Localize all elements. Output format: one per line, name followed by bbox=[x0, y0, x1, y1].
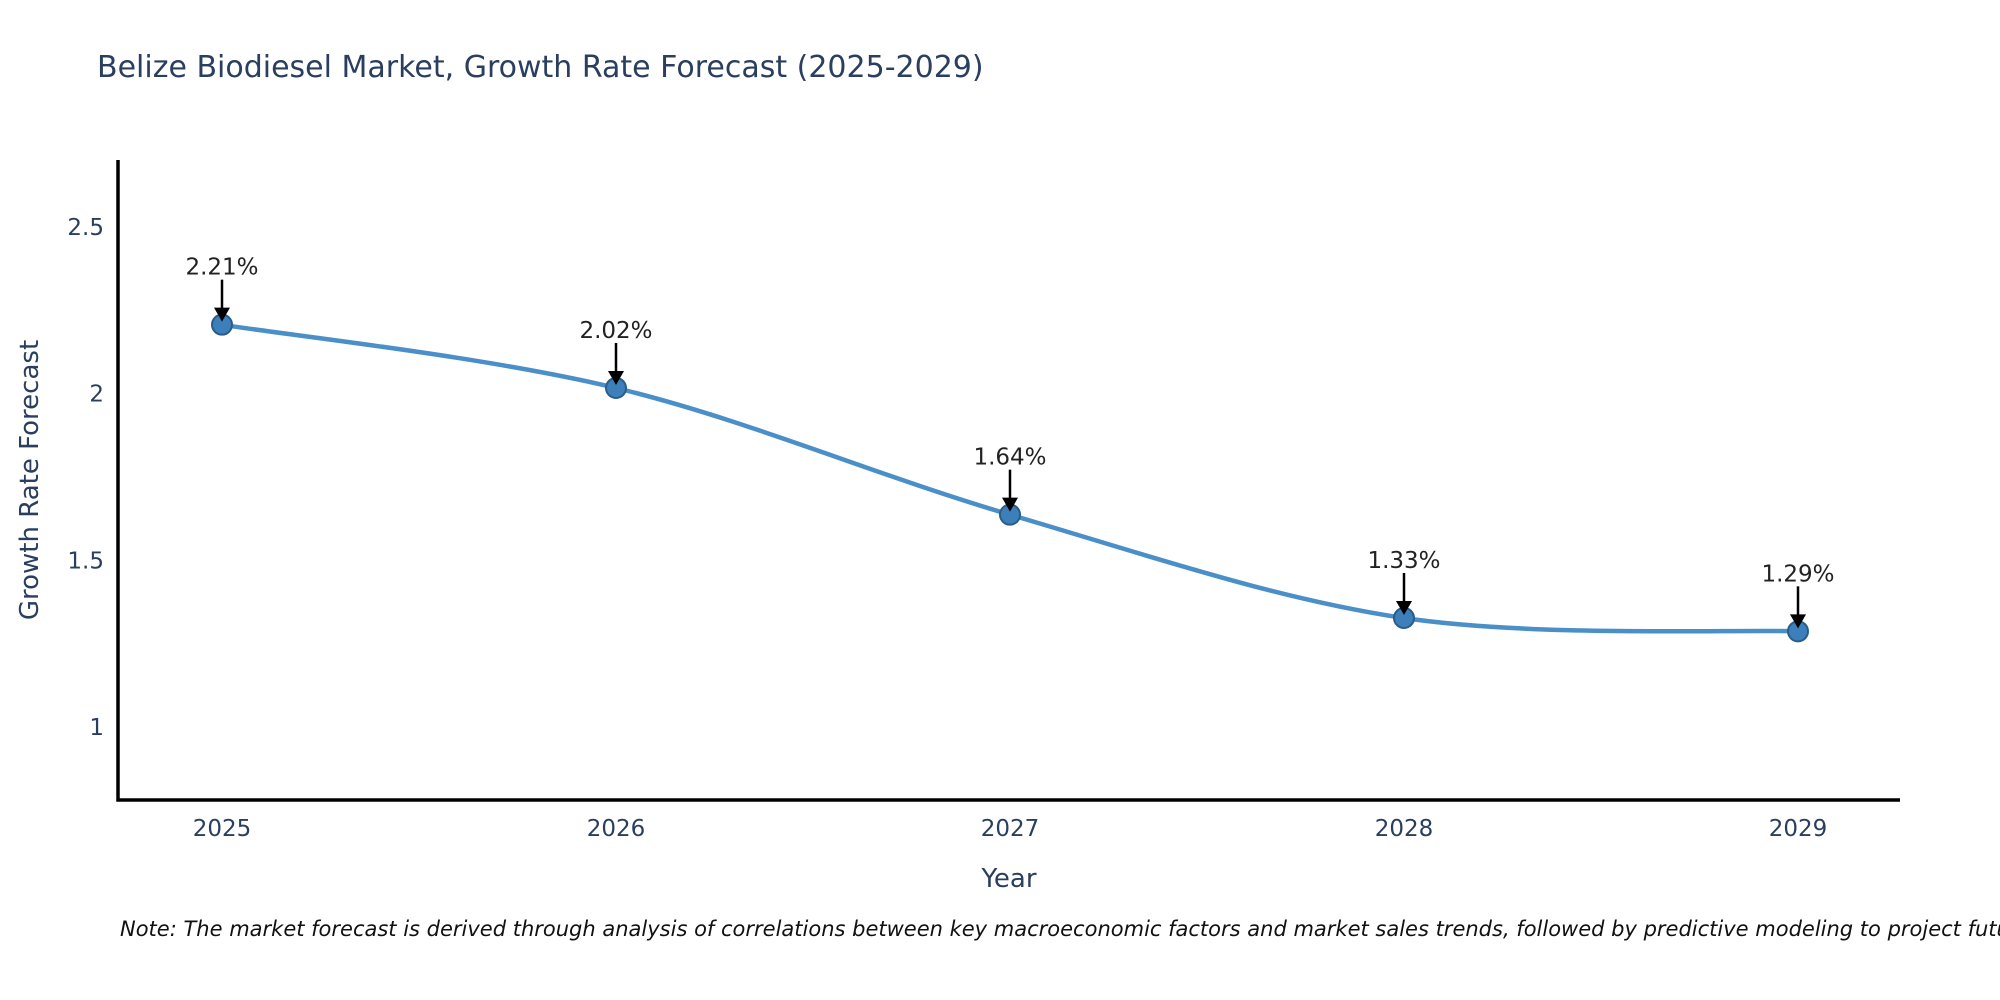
y-tick-label: 1 bbox=[89, 715, 104, 741]
x-tick-label: 2025 bbox=[193, 816, 252, 842]
annotation-arrowhead bbox=[1002, 497, 1018, 512]
point-label: 1.64% bbox=[973, 445, 1046, 471]
point-label: 2.02% bbox=[579, 318, 652, 344]
annotation-arrowhead bbox=[214, 307, 230, 322]
x-tick-label: 2028 bbox=[1375, 816, 1434, 842]
axis-lines bbox=[116, 160, 1900, 802]
y-axis-title: Growth Rate Forecast bbox=[15, 339, 45, 621]
point-label: 2.21% bbox=[185, 255, 258, 281]
annotation-arrowhead bbox=[1790, 614, 1806, 629]
y-tick-label: 1.5 bbox=[67, 548, 104, 574]
x-tick-label: 2027 bbox=[981, 816, 1040, 842]
x-tick-label: 2026 bbox=[587, 816, 646, 842]
x-tick-label: 2029 bbox=[1769, 816, 1828, 842]
point-label: 1.29% bbox=[1761, 561, 1834, 587]
footnote: Note: The market forecast is derived thr… bbox=[120, 917, 2000, 941]
y-tick-label: 2 bbox=[89, 382, 104, 408]
annotation-arrowhead bbox=[608, 371, 624, 385]
y-tick-label: 2.5 bbox=[67, 215, 104, 241]
annotation-arrowhead bbox=[1396, 601, 1412, 615]
x-axis-title: Year bbox=[981, 864, 1037, 894]
chart-title: Belize Biodiesel Market, Growth Rate For… bbox=[97, 50, 984, 85]
point-label: 1.33% bbox=[1367, 548, 1440, 574]
